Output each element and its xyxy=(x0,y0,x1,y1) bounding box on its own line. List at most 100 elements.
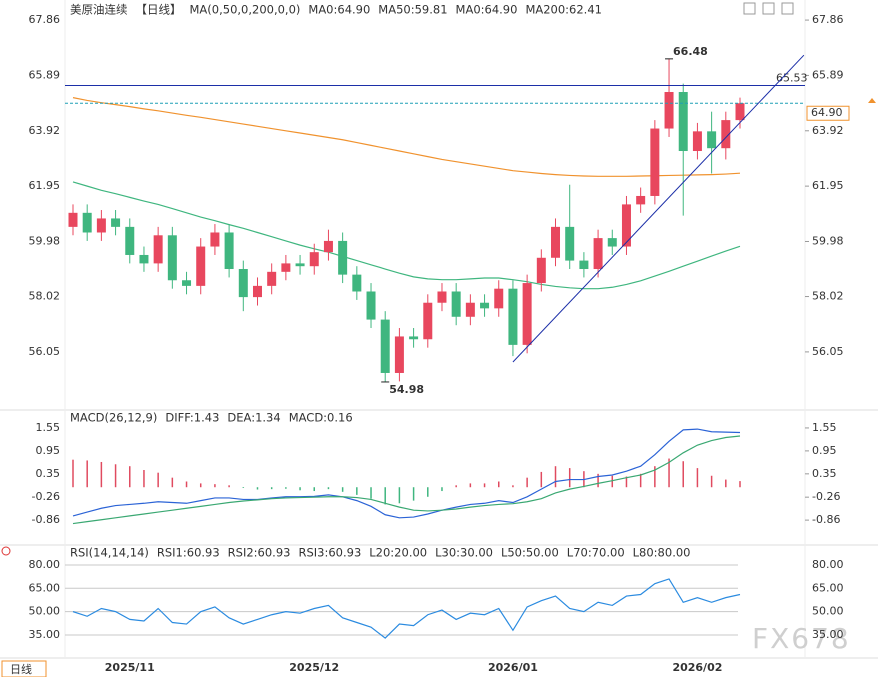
period-tab[interactable] xyxy=(1,660,47,677)
y-tick-label-right: 35.00 xyxy=(812,628,844,641)
legend-label: L30:30.00 xyxy=(435,546,493,560)
candle-body xyxy=(196,246,206,286)
y-tick-label: 50.00 xyxy=(29,605,61,618)
legend-label: MA0:64.90 xyxy=(308,3,370,17)
y-tick-label: -0.26 xyxy=(32,490,60,503)
candle-body xyxy=(508,288,518,345)
legend-label: MACD(26,12,9) xyxy=(70,411,157,425)
y-tick-label-right: 1.55 xyxy=(812,421,837,434)
price-tag xyxy=(806,105,850,121)
legend-label: MA0:64.90 xyxy=(456,3,518,17)
candle-body xyxy=(366,291,376,320)
candle-body xyxy=(607,238,617,247)
candle-body xyxy=(692,131,702,152)
y-tick-label: 63.92 xyxy=(29,124,61,137)
legend-label: 美原油连续 xyxy=(70,3,128,17)
icon[interactable] xyxy=(762,2,775,15)
candle-body xyxy=(579,260,589,270)
y-tick-label: -0.86 xyxy=(32,513,60,526)
candle-body xyxy=(323,240,333,253)
candle-body xyxy=(167,235,177,281)
y-tick-label-right: 80.00 xyxy=(812,558,844,571)
y-tick-label: 65.89 xyxy=(29,68,61,81)
trendline xyxy=(512,54,805,363)
y-tick-label-right: 65.00 xyxy=(812,581,844,594)
candle-body xyxy=(437,291,447,303)
legend-label: L20:20.00 xyxy=(369,546,427,560)
legend-label: DIFF:1.43 xyxy=(165,411,219,425)
y-tick-label: 1.55 xyxy=(36,421,61,434)
candle-body xyxy=(565,226,575,261)
x-tick-label: 2026/01 xyxy=(488,661,538,674)
candle-body xyxy=(82,212,92,233)
candle-body xyxy=(636,195,646,205)
x-tick-label: 2025/11 xyxy=(105,661,155,674)
y-tick-label-right: -0.86 xyxy=(812,513,840,526)
y-tick-label: 80.00 xyxy=(29,558,61,571)
candle-body xyxy=(210,232,220,247)
candle-body xyxy=(522,283,532,345)
reference-label: 65.53 xyxy=(776,72,808,85)
y-tick-label-right: 58.02 xyxy=(812,290,844,303)
y-tick-label: 59.98 xyxy=(29,234,61,247)
y-tick-label-right: 0.35 xyxy=(812,467,837,480)
y-tick-label: 0.35 xyxy=(36,467,61,480)
candle-body xyxy=(224,232,234,270)
x-tick-label: 2026/02 xyxy=(672,661,722,674)
candle-body xyxy=(394,336,404,373)
macd-line xyxy=(72,428,741,519)
candle-body xyxy=(678,92,688,152)
candle-body xyxy=(409,336,419,340)
y-tick-label-right: 61.95 xyxy=(812,179,844,192)
candle-body xyxy=(309,252,319,267)
candle-body xyxy=(451,291,461,317)
candle-body xyxy=(465,302,475,317)
candle-body xyxy=(480,302,490,309)
candle-body xyxy=(111,218,121,227)
candle-body xyxy=(380,319,390,373)
candle-body xyxy=(153,235,163,264)
rsi-line xyxy=(72,578,741,639)
legend-label: 【日线】 xyxy=(136,3,182,17)
annotation: 66.48 xyxy=(673,45,708,58)
candle-body xyxy=(352,274,362,292)
macd-line xyxy=(72,435,741,525)
candle-body xyxy=(593,238,603,270)
legend-label: MA50:59.81 xyxy=(378,3,447,17)
legend-label: DEA:1.34 xyxy=(227,411,280,425)
y-tick-label: 61.95 xyxy=(29,179,61,192)
legend-label: MACD:0.16 xyxy=(289,411,353,425)
y-tick-label-right: 59.98 xyxy=(812,234,844,247)
legend-label: MA(0,50,0,200,0,0) xyxy=(190,3,301,17)
candle-body xyxy=(551,226,561,258)
candle-body xyxy=(252,285,262,298)
y-tick-label-right: 67.86 xyxy=(812,13,844,26)
candle-body xyxy=(182,280,192,286)
legend-label: RSI1:60.93 xyxy=(157,546,220,560)
legend-label: L80:80.00 xyxy=(633,546,691,560)
annotation: 54.98 xyxy=(389,383,424,396)
icon[interactable] xyxy=(781,2,794,15)
y-tick-label-right: 63.92 xyxy=(812,124,844,137)
y-tick-label-right: 0.95 xyxy=(812,444,837,457)
legend-label: L70:70.00 xyxy=(567,546,625,560)
candle-body xyxy=(650,128,660,196)
y-tick-label: 56.05 xyxy=(29,345,61,358)
y-tick-label: 67.86 xyxy=(29,13,61,26)
legend-label: RSI2:60.93 xyxy=(228,546,291,560)
candle-body xyxy=(267,271,277,286)
icon[interactable] xyxy=(743,2,756,15)
candle-body xyxy=(295,263,305,267)
y-tick-label-right: 65.89 xyxy=(812,68,844,81)
legend-label: MA200:62.41 xyxy=(525,3,602,17)
price-tag-label: 64.90 xyxy=(811,106,843,119)
candle-body xyxy=(621,204,631,247)
candle-body xyxy=(68,212,78,227)
y-tick-label-right: 56.05 xyxy=(812,345,844,358)
candle-body xyxy=(707,131,717,149)
ma-line xyxy=(72,181,741,290)
candle-body xyxy=(125,226,135,255)
candle-body xyxy=(664,92,674,129)
legend-label: L50:50.00 xyxy=(501,546,559,560)
